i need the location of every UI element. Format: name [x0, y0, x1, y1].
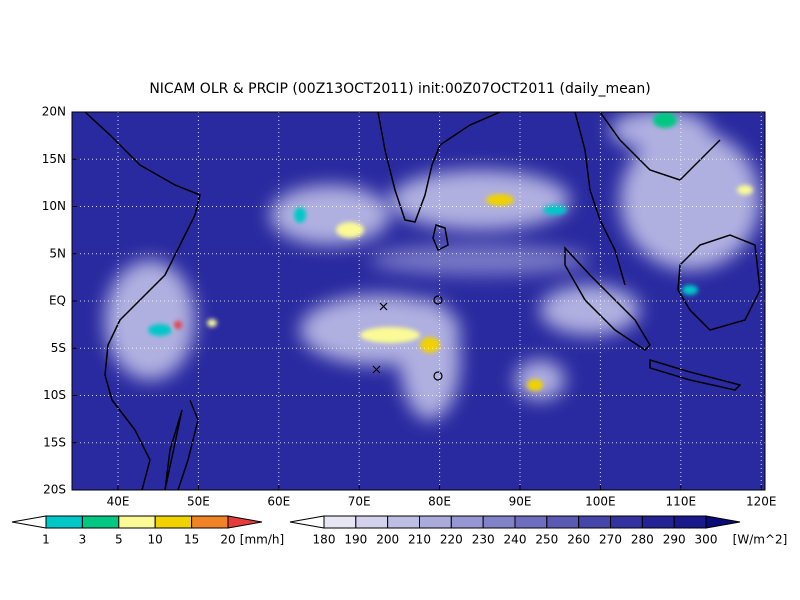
colorbar-label: 5: [115, 533, 123, 547]
colorbar-label: 290: [663, 533, 686, 547]
colorbar-box: [514, 515, 548, 529]
colorbar-label: 260: [567, 533, 590, 547]
colorbar-box: [355, 515, 389, 529]
lon-label: 40E: [107, 495, 130, 509]
colorbar-end: [11, 515, 47, 529]
lon-label: 100E: [585, 495, 616, 509]
colorbar-box: [387, 515, 420, 529]
colorbar-box: [118, 515, 156, 529]
axes: 40E 50E 60E 70E 80E 90E 100E 110E 120E 20N 15N 10N 5…: [42, 105, 777, 509]
lon-label: 90E: [509, 495, 532, 509]
map-field: [72, 112, 765, 490]
graticule: [72, 112, 765, 490]
colorbar-box: [482, 515, 516, 529]
colorbar-label: 1: [42, 533, 50, 547]
colorbar-label: 230: [472, 533, 495, 547]
colorbar-unit: [mm/h]: [240, 533, 284, 547]
colorbar-end: [227, 515, 263, 529]
lat-label: 20N: [42, 105, 66, 119]
lat-label: 5N: [49, 246, 66, 260]
colorbar-box: [323, 515, 357, 529]
colorbar-box: [191, 515, 229, 529]
colorbar-end: [289, 515, 325, 529]
lat-label: 15N: [42, 152, 66, 166]
lon-label: 110E: [666, 495, 697, 509]
colorbars: 1 3 5 10 15 20 [mm/h] 180 190 200 210 220 230 240 250 2…: [11, 515, 788, 547]
colorbar-label: 250: [535, 533, 558, 547]
lon-label: 70E: [348, 495, 371, 509]
colorbar-box: [610, 515, 643, 529]
colorbar-label: 270: [599, 533, 622, 547]
colorbar-box: [673, 515, 707, 529]
colorbar-label: 300: [695, 533, 718, 547]
lon-label: 50E: [187, 495, 210, 509]
lat-label: 10N: [42, 199, 66, 213]
lon-label: 60E: [267, 495, 290, 509]
markers: [372, 295, 443, 381]
lat-label: 10S: [43, 388, 66, 402]
colorbar-box: [419, 515, 452, 529]
colorbar-label: 10: [148, 533, 163, 547]
colorbar-unit: [W/m^2]: [733, 533, 788, 547]
colorbar-box: [81, 515, 120, 529]
colorbar-label: 210: [408, 533, 431, 547]
colorbar-label: 3: [79, 533, 87, 547]
lat-label: 5S: [51, 341, 66, 355]
colorbar-box: [45, 515, 83, 529]
lon-label: 80E: [428, 495, 451, 509]
colorbar-end: [705, 515, 741, 529]
lon-label: 120E: [746, 495, 777, 509]
coastlines: [84, 112, 761, 490]
colorbar-box: [154, 515, 193, 529]
colorbar-label: 220: [440, 533, 463, 547]
colorbar-label: 180: [313, 533, 336, 547]
colorbar-box: [450, 515, 484, 529]
colorbar-label: 15: [184, 533, 199, 547]
colorbar-label: 200: [376, 533, 399, 547]
colorbar-box: [641, 515, 675, 529]
lat-label: 15S: [43, 435, 66, 449]
colorbar-label: 280: [631, 533, 654, 547]
lat-label: EQ: [49, 294, 66, 308]
colorbar-label: 240: [504, 533, 527, 547]
colorbar-label: 190: [344, 533, 367, 547]
colorbar-box: [578, 515, 612, 529]
colorbar-label: 20: [220, 533, 235, 547]
title: NICAM OLR & PRCIP (00Z13OCT2011) init:00…: [149, 81, 650, 97]
colorbar-box: [546, 515, 580, 529]
lat-label: 20S: [43, 483, 66, 497]
